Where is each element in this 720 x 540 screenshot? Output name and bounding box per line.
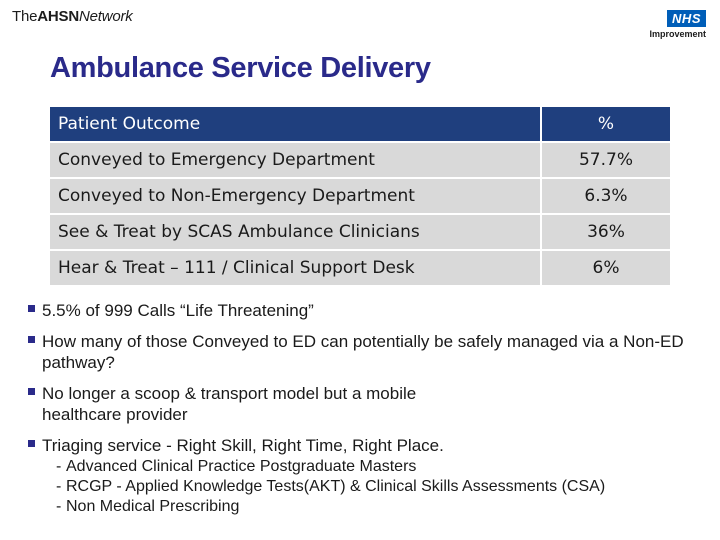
square-bullet-icon — [28, 388, 35, 395]
sub-bullet-item: - Advanced Clinical Practice Postgraduat… — [28, 457, 698, 477]
sub-bullet-text: Advanced Clinical Practice Postgraduate … — [66, 458, 417, 475]
outcome-cell: See & Treat by SCAS Ambulance Clinicians — [50, 214, 542, 251]
outcome-cell: Conveyed to Emergency Department — [50, 142, 542, 179]
outcome-cell: Conveyed to Non-Emergency Department — [50, 178, 542, 215]
percent-cell: 6% — [541, 250, 670, 287]
sub-bullet-list: - Advanced Clinical Practice Postgraduat… — [28, 457, 698, 517]
square-bullet-icon — [28, 336, 35, 343]
square-bullet-icon — [28, 305, 35, 312]
nhs-badge: NHS — [667, 10, 706, 27]
header-percent: % — [541, 107, 670, 143]
bullet-item: 5.5% of 999 Calls “Life Threatening” — [28, 300, 698, 321]
header-patient-outcome: Patient Outcome — [50, 107, 542, 143]
page-title: Ambulance Service Delivery — [50, 52, 431, 84]
table-row: Conveyed to Non-Emergency Department 6.3… — [50, 178, 670, 215]
bullet-item: How many of those Conveyed to ED can pot… — [28, 331, 698, 373]
bullet-text: 5.5% of 999 Calls “Life Threatening” — [42, 301, 314, 320]
bullet-text: No longer a scoop & transport model but … — [42, 384, 417, 424]
sub-bullet-item: - RCGP - Applied Knowledge Tests(AKT) & … — [28, 477, 698, 497]
sub-bullet-item: - Non Medical Prescribing — [28, 497, 698, 517]
dash-bullet-icon: - — [56, 458, 62, 475]
percent-cell: 36% — [541, 214, 670, 251]
bullet-text: How many of those Conveyed to ED can pot… — [42, 332, 684, 372]
nhs-improvement-logo: NHS Improvement — [649, 10, 706, 39]
sub-bullet-text: RCGP - Applied Knowledge Tests(AKT) & Cl… — [66, 478, 606, 495]
dash-bullet-icon: - — [56, 498, 62, 515]
percent-cell: 6.3% — [541, 178, 670, 215]
ahsn-network-logo: TheAHSNNetwork — [12, 8, 133, 25]
outcome-cell: Hear & Treat – 111 / Clinical Support De… — [50, 250, 542, 287]
bullet-item: No longer a scoop & transport model but … — [28, 383, 698, 425]
bullet-item: Triaging service - Right Skill, Right Ti… — [28, 435, 698, 456]
bullet-text: Triaging service - Right Skill, Right Ti… — [42, 436, 444, 455]
logo-the: The — [12, 8, 38, 25]
sub-bullet-text: Non Medical Prescribing — [66, 498, 240, 515]
percent-cell: 57.7% — [541, 142, 670, 179]
logo-network: Network — [78, 8, 133, 25]
table-header-row: Patient Outcome % — [50, 107, 670, 143]
square-bullet-icon — [28, 440, 35, 447]
table-row: See & Treat by SCAS Ambulance Clinicians… — [50, 214, 670, 251]
table-row: Conveyed to Emergency Department 57.7% — [50, 142, 670, 179]
patient-outcome-table: Patient Outcome % Conveyed to Emergency … — [50, 107, 670, 287]
bullet-list: 5.5% of 999 Calls “Life Threatening” How… — [28, 300, 698, 517]
logo-ahsn: AHSN — [37, 8, 79, 25]
table-row: Hear & Treat – 111 / Clinical Support De… — [50, 250, 670, 287]
nhs-sub-label: Improvement — [649, 29, 706, 39]
dash-bullet-icon: - — [56, 478, 62, 495]
